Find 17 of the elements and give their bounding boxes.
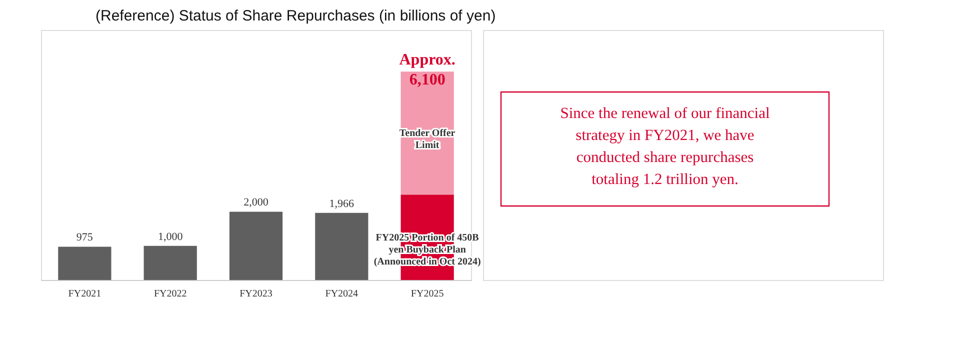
- data-label: 1,966: [329, 198, 355, 210]
- bar: [229, 212, 283, 280]
- x-tick-label: FY2022: [154, 288, 187, 300]
- chart-title: (Reference) Status of Share Repurchases (in billions of yen): [96, 8, 496, 24]
- annotation: Tender Offer Limit: [399, 128, 456, 152]
- bar: [144, 246, 197, 280]
- x-tick-label: FY2021: [68, 288, 102, 300]
- x-tick-label: FY2024: [325, 288, 358, 300]
- data-label: 2,000: [244, 196, 269, 209]
- data-label: 975: [76, 232, 94, 244]
- total-label: Approx. 6,100: [399, 52, 456, 89]
- bar: [315, 212, 368, 280]
- text: Since the renewal of our financial strategy in FY2021, we have conducted share repurchases totaling 1.2 trillion yen.: [560, 105, 770, 188]
- data-label: 1,000: [158, 230, 184, 243]
- bar: [58, 246, 112, 280]
- x-tick-label: FY2023: [240, 288, 272, 300]
- x-tick-label: FY2025: [410, 288, 444, 300]
